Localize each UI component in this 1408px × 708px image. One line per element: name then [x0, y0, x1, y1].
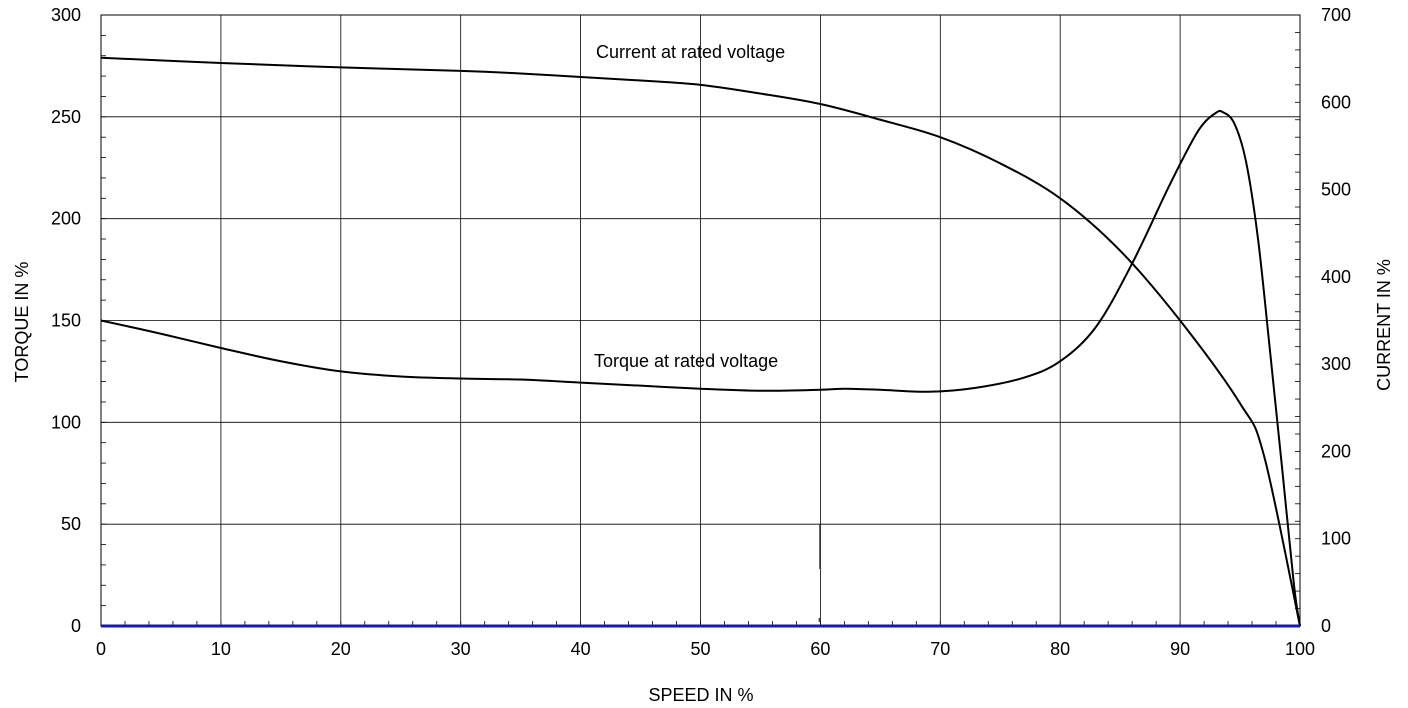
current-series-annotation: Current at rated voltage [596, 42, 785, 62]
series-lines [100, 56, 1301, 627]
x-tick-label: 10 [211, 639, 231, 659]
x-tick-label: 20 [331, 639, 351, 659]
x-tick-label: 30 [451, 639, 471, 659]
y-tick-label: 50 [61, 514, 81, 534]
x-tick-label: 70 [930, 639, 950, 659]
y2-tick-label: 600 [1321, 92, 1351, 112]
y2-axis-label: CURRENT IN % [1374, 259, 1394, 391]
x-tick-labels: 0 10 20 30 40 50 60 70 80 90 100 [96, 639, 1315, 659]
y2-tick-label: 0 [1321, 616, 1331, 636]
x-tick-label: 100 [1285, 639, 1315, 659]
y-tick-labels: 0 50 100 150 200 250 300 [51, 5, 81, 636]
x-tick-label: 0 [96, 639, 106, 659]
y-axis-label: TORQUE IN % [12, 262, 32, 383]
y-tick-label: 250 [51, 107, 81, 127]
x-tick-label: 80 [1050, 639, 1070, 659]
y-tick-label: 150 [51, 311, 81, 331]
y-tick-label: 0 [71, 616, 81, 636]
chart-grid [100, 14, 1301, 627]
y2-tick-label: 500 [1321, 180, 1351, 200]
x-tick-label: 90 [1170, 639, 1190, 659]
y2-tick-labels: 0 100 200 300 400 500 600 700 [1321, 5, 1351, 636]
current-at-rated-voltage-line [100, 56, 1301, 627]
y2-tick-label: 200 [1321, 441, 1351, 461]
y-tick-label: 100 [51, 412, 81, 432]
torque-at-rated-voltage-line [100, 109, 1301, 627]
x-tick-label: 50 [690, 639, 710, 659]
y2-tick-label: 400 [1321, 267, 1351, 287]
y2-tick-label: 100 [1321, 529, 1351, 549]
y-tick-label: 300 [51, 5, 81, 25]
x-tick-label: 40 [571, 639, 591, 659]
x-tick-label: 60 [810, 639, 830, 659]
x-axis-label: SPEED IN % [648, 685, 753, 705]
y2-tick-label: 700 [1321, 5, 1351, 25]
torque-series-annotation: Torque at rated voltage [594, 351, 778, 371]
y-tick-label: 200 [51, 209, 81, 229]
y2-tick-label: 300 [1321, 354, 1351, 374]
